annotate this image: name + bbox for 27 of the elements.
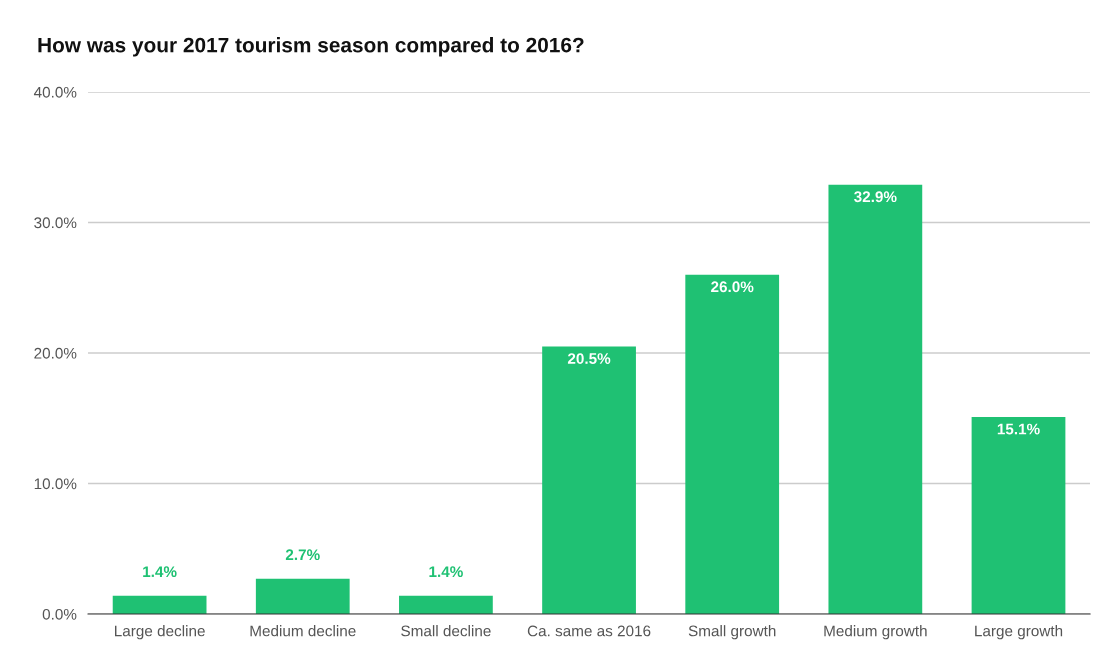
x-tick-label: Medium growth (824, 625, 927, 640)
data-label: 20.5% (567, 353, 611, 364)
bar (828, 184, 923, 615)
bar (685, 274, 780, 615)
x-tick-label: Ca. same as 2016 (527, 625, 651, 637)
x-tick-label: Large decline (115, 625, 205, 640)
bar (112, 595, 207, 615)
bar (399, 595, 493, 615)
x-tick-label: Small decline (401, 625, 491, 637)
data-label: 2.7% (285, 549, 320, 561)
y-tick-label: 10.0% (34, 478, 77, 490)
chart-title: How was your 2017 tourism season compared to 2016? (38, 37, 584, 57)
x-tick-label: Large growth (975, 625, 1063, 640)
data-label: 26.0% (711, 281, 754, 293)
y-tick-label: 0.0% (42, 608, 77, 620)
data-label: 1.4% (429, 566, 463, 578)
data-label: 1.4% (143, 566, 177, 578)
bar (542, 346, 636, 615)
x-tick-label: Medium decline (250, 625, 356, 637)
data-label: 32.9% (854, 191, 897, 203)
y-tick-label: 20.0% (34, 347, 77, 359)
bar (255, 578, 350, 615)
y-tick-label: 40.0% (33, 86, 77, 98)
y-tick-label: 30.0% (34, 217, 77, 229)
x-tick-label: Small growth (688, 625, 776, 640)
data-label: 15.1% (997, 423, 1040, 435)
bar (971, 416, 1066, 615)
